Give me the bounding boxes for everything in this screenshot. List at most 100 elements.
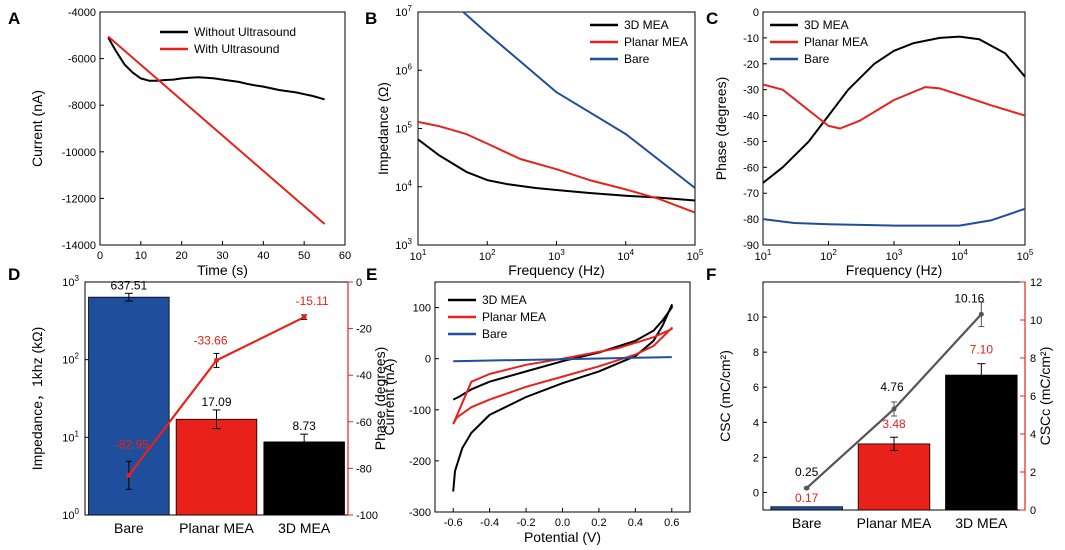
legend-label: Bare	[804, 52, 830, 66]
panel-label: B	[365, 9, 377, 28]
y2-tick-label: -20	[356, 324, 372, 336]
y-axis-label: Phase (degrees)	[713, 77, 729, 181]
phase-value-label: -33.66	[193, 333, 227, 347]
y-tick-label: -14000	[62, 240, 96, 252]
series-line	[418, 138, 695, 202]
x-tick-label: 102	[479, 248, 496, 263]
plot-frame	[762, 11, 1026, 246]
series-line	[762, 83, 1026, 130]
y-tick-label: 103	[62, 274, 79, 289]
y2-axis-label: Phase (degrees)	[372, 347, 388, 451]
x-axis-label: Frequency (Hz)	[508, 262, 604, 278]
y-tick-label: 106	[395, 62, 412, 77]
x-axis-label: Frequency (Hz)	[846, 262, 942, 278]
x-category-label: 3D MEA	[278, 520, 331, 536]
series-line	[107, 37, 325, 101]
phase-point	[301, 314, 307, 320]
x-tick-label: 30	[216, 250, 228, 262]
panel-label: A	[8, 9, 20, 28]
x-tick-label: 0	[97, 250, 103, 262]
x-tick-label: 105	[687, 248, 704, 263]
phase-point	[214, 357, 219, 363]
y-tick-label: 0	[753, 487, 759, 499]
y2-tick-label: 0	[1030, 505, 1036, 517]
x-tick-label: 105	[1017, 248, 1034, 263]
series-line	[762, 35, 1026, 184]
y2-tick-label: 8	[1030, 353, 1036, 365]
bar	[857, 443, 931, 511]
bar	[175, 418, 258, 516]
x-tick-label: 101	[755, 248, 772, 263]
bar	[263, 441, 345, 516]
panel-c: C 101 102 103 104 105 -90 -80 -70 -60 -50 -40 -30 -20…	[706, 7, 1034, 278]
y-tick-label: 103	[395, 237, 412, 252]
y2-tick-label: 0	[356, 277, 362, 289]
legend-label: Bare	[482, 327, 508, 341]
y-tick-label: -10	[743, 33, 759, 45]
panel-d: D 100 101 102 103 637.51 Bare 17.09 Planar MEA 8.…	[8, 265, 388, 536]
panel-label: D	[8, 265, 20, 284]
x-tick-label: -0.6	[444, 517, 463, 529]
panel-b: B 101 102 103 104 105 103 104 105 106 107 Frequency…	[365, 4, 704, 278]
bar-value-label: 3.48	[882, 417, 906, 431]
y-tick-label: -50	[743, 136, 759, 148]
y-tick-label: -6000	[68, 54, 96, 66]
x-category-label: 3D MEA	[955, 515, 1008, 531]
y-tick-label: -70	[743, 188, 759, 200]
csc-point	[891, 406, 897, 412]
y-tick-label: -200	[409, 456, 431, 468]
y-tick-label: 105	[395, 121, 412, 136]
x-tick-label: 0.0	[555, 517, 570, 529]
y2-axis-label: CSCc (mC/cm²)	[1037, 347, 1053, 446]
x-axis-label: Potential (V)	[524, 529, 601, 545]
x-tick-label: 20	[176, 250, 188, 262]
series-line	[453, 356, 672, 363]
y2-tick-label: 4	[1030, 429, 1036, 441]
csc-value-label: 4.76	[880, 380, 904, 394]
series-line	[107, 35, 326, 225]
phase-point	[126, 472, 132, 478]
series-line	[461, 12, 695, 189]
phase-value-label: -15.11	[296, 294, 329, 308]
y-tick-label: 10	[747, 312, 759, 324]
y-tick-label: 2	[753, 452, 759, 464]
y2-tick-label: 2	[1030, 467, 1036, 479]
x-tick-label: 50	[298, 250, 310, 262]
x-tick-label: 104	[951, 248, 968, 263]
y-tick-label: 0	[753, 7, 759, 19]
bar-value-label: 8.73	[292, 419, 316, 433]
panel-f: F 0 2 4 6 8 10 0 2 4 6 8 10 12 CSC (mC/cm²) CSCc (mC/cm…	[706, 265, 1053, 531]
y2-tick-label: 12	[1030, 277, 1042, 289]
x-tick-label: 60	[339, 250, 351, 262]
bar	[770, 506, 843, 511]
bar	[945, 374, 1018, 511]
legend-label: Bare	[624, 52, 650, 66]
x-tick-label: 103	[548, 248, 565, 263]
y-tick-label: -40	[743, 111, 759, 123]
y-tick-label: -300	[409, 507, 431, 519]
y-tick-label: -30	[743, 85, 759, 97]
csc-value-label: 0.25	[795, 465, 819, 479]
x-tick-label: 104	[617, 248, 634, 263]
y-tick-label: -100	[409, 405, 431, 417]
x-category-label: Bare	[114, 520, 144, 536]
y-tick-label: -8000	[68, 100, 96, 112]
y-axis-label: Current (nA)	[29, 90, 45, 167]
y-tick-label: 101	[62, 429, 79, 444]
y-axis-label: Impedance，1khz (kΩ)	[29, 327, 45, 471]
y-tick-label: 6	[753, 382, 759, 394]
x-tick-label: 101	[410, 248, 427, 263]
x-tick-label: -0.4	[480, 517, 499, 529]
panel-e: E -0.6 -0.4 -0.2 0.0 0.2 0.4 0.6 -300 -200 -100 0 10…	[366, 265, 691, 545]
y-tick-label: 100	[413, 303, 431, 315]
bar-value-label: 17.09	[201, 395, 231, 409]
csc-point	[978, 311, 984, 317]
y2-tick-label: -40	[356, 370, 372, 382]
csc-value-label: 10.16	[954, 291, 984, 305]
x-tick-label: 102	[820, 248, 837, 263]
bar-value-label: 0.17	[795, 491, 819, 505]
y2-tick-label: -100	[356, 510, 378, 522]
series-line	[452, 304, 673, 492]
y-tick-label: 100	[62, 507, 79, 522]
